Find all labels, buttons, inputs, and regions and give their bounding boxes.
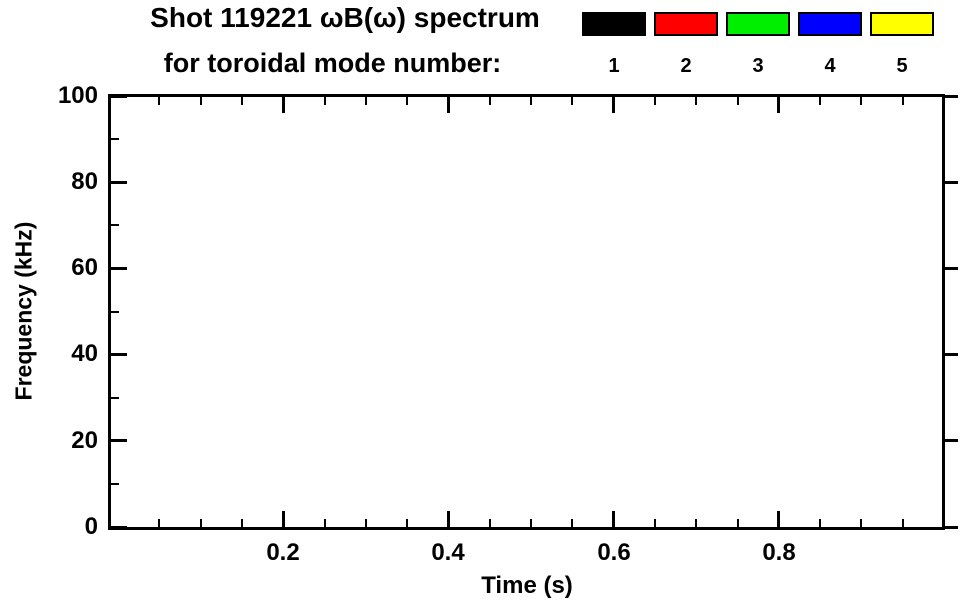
axis-tick (860, 519, 863, 527)
legend-label-n3: 3 (752, 55, 764, 77)
axis-tick (736, 519, 739, 527)
axis-tick (736, 97, 739, 105)
axis-tick (111, 353, 127, 357)
axis-tick (777, 511, 781, 527)
legend-entry: 3 (726, 12, 790, 76)
axis-tick (111, 439, 127, 443)
axis-tick (860, 97, 863, 105)
y-tick-label-100: 100 (57, 82, 98, 109)
axis-tick (111, 224, 119, 227)
axis-tick (571, 519, 574, 527)
axis-tick (111, 266, 127, 270)
chart-title: Shot 119221 ωB(ω) spectrum (150, 2, 540, 33)
axis-tick (323, 97, 326, 105)
axis-tick (530, 97, 532, 105)
axis-tick (199, 97, 202, 105)
y-tick-label-80: 80 (71, 168, 98, 195)
x-tick-label-02: 0.2 (266, 539, 300, 566)
axis-tick (488, 519, 491, 527)
axis-tick (158, 97, 161, 105)
axis-tick (323, 519, 326, 527)
y-tick-label-40: 40 (71, 340, 98, 367)
x-tick-label-06: 0.6 (597, 539, 631, 566)
axis-tick (530, 519, 532, 527)
axis-tick (571, 97, 574, 105)
plot-frame (108, 94, 945, 530)
axis-tick (446, 511, 450, 527)
axis-tick (695, 97, 698, 105)
axis-tick (111, 180, 127, 184)
axis-tick (819, 519, 822, 527)
axis-tick (281, 97, 285, 113)
axis-tick (819, 97, 822, 105)
x-tick-label-04: 0.4 (431, 539, 465, 566)
axis-tick (945, 180, 958, 184)
axis-tick (364, 519, 367, 527)
legend-entry: 2 (654, 12, 718, 76)
axis-tick (111, 310, 119, 313)
axis-tick (111, 482, 119, 485)
legend-label-n1: 1 (608, 55, 620, 77)
axis-tick (364, 97, 367, 105)
legend-swatch-n4 (798, 12, 862, 36)
axis-tick (406, 519, 409, 527)
legend-swatch-n2 (654, 12, 718, 36)
axis-tick (240, 519, 243, 527)
axis-tick (281, 511, 285, 527)
axis-tick (945, 353, 958, 357)
axis-tick (199, 519, 202, 527)
chart-subtitle: for toroidal mode number: (163, 48, 502, 78)
axis-tick (777, 97, 781, 113)
axis-tick (111, 138, 119, 141)
axis-tick (945, 94, 958, 98)
axis-tick (653, 97, 656, 105)
axis-tick (446, 97, 450, 113)
axis-tick (901, 519, 904, 527)
legend-entry: 5 (870, 12, 934, 76)
y-tick-label-0: 0 (84, 513, 98, 540)
axis-tick (653, 519, 656, 527)
axis-tick (240, 97, 243, 105)
y-axis-label: Frequency (kHz) (10, 221, 37, 401)
axis-tick (612, 97, 616, 113)
x-axis-label: Time (s) (481, 572, 573, 599)
axis-tick (901, 97, 904, 105)
legend-label-n5: 5 (896, 55, 908, 77)
y-tick-label-60: 60 (71, 254, 98, 281)
legend-label-n4: 4 (824, 55, 836, 77)
axis-tick (945, 525, 958, 529)
axis-tick (406, 97, 409, 105)
axis-tick (158, 519, 161, 527)
legend-entry: 4 (798, 12, 862, 76)
legend-label-n2: 2 (680, 55, 692, 77)
legend-entry: 1 (582, 12, 646, 76)
y-tick-label-20: 20 (71, 427, 98, 454)
legend-swatch-n5 (870, 12, 934, 36)
axis-tick (695, 519, 698, 527)
axis-tick (111, 396, 119, 399)
x-tick-label-08: 0.8 (762, 539, 796, 566)
axis-tick (488, 97, 491, 105)
legend-swatch-n1 (582, 12, 646, 36)
legend: 1 2 3 4 5 (582, 12, 934, 76)
axis-tick (945, 439, 958, 443)
legend-swatch-n3 (726, 12, 790, 36)
axis-tick (111, 94, 127, 98)
axis-tick (612, 511, 616, 527)
axis-tick (945, 266, 958, 270)
axis-tick (111, 525, 127, 529)
